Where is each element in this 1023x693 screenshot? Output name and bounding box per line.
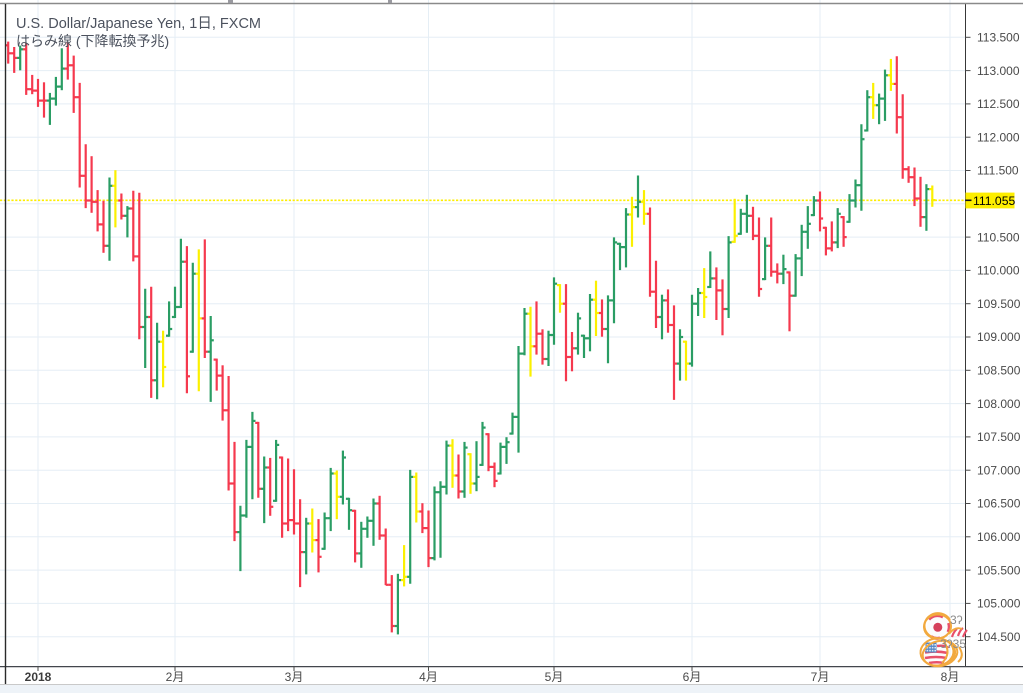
svg-text:111.500: 111.500 — [977, 164, 1019, 178]
svg-text:113.500: 113.500 — [977, 31, 1020, 45]
svg-text:109.500: 109.500 — [977, 297, 1021, 311]
svg-text:107.000: 107.000 — [977, 463, 1021, 477]
svg-text:U.S. Dollar/Japanese Yen, 1日,: U.S. Dollar/Japanese Yen, 1日, FXCM — [16, 16, 261, 32]
svg-text:112.000: 112.000 — [977, 130, 1020, 144]
svg-text:109.000: 109.000 — [977, 330, 1021, 344]
svg-text:112.500: 112.500 — [977, 97, 1020, 111]
svg-text:108.000: 108.000 — [977, 397, 1021, 411]
svg-text:6月: 6月 — [683, 670, 702, 684]
svg-text:2018: 2018 — [25, 670, 52, 684]
svg-text:はらみ線 (下降転換予兆): はらみ線 (下降転換予兆) — [16, 33, 169, 49]
svg-text:105.000: 105.000 — [977, 597, 1021, 611]
svg-text:105.500: 105.500 — [977, 563, 1021, 577]
svg-text:5月: 5月 — [545, 670, 564, 684]
svg-text:2月: 2月 — [166, 670, 185, 684]
svg-text:110.500: 110.500 — [977, 230, 1020, 244]
svg-text:3ʔ35: 3ʔ35 — [940, 637, 966, 651]
svg-text:108.500: 108.500 — [977, 364, 1021, 378]
svg-text:106.500: 106.500 — [977, 497, 1021, 511]
svg-text:106.000: 106.000 — [977, 530, 1021, 544]
svg-text:113.000: 113.000 — [977, 64, 1020, 78]
svg-text:3月: 3月 — [285, 670, 304, 684]
svg-text:7月: 7月 — [811, 670, 830, 684]
svg-text:111.055: 111.055 — [973, 194, 1015, 208]
svg-text:4月: 4月 — [419, 670, 438, 684]
svg-text:104.500: 104.500 — [977, 630, 1021, 644]
svg-text:110.000: 110.000 — [977, 264, 1020, 278]
svg-text:107.500: 107.500 — [977, 430, 1021, 444]
svg-text:8月: 8月 — [941, 670, 960, 684]
svg-text:3ʔ: 3ʔ — [950, 613, 963, 627]
